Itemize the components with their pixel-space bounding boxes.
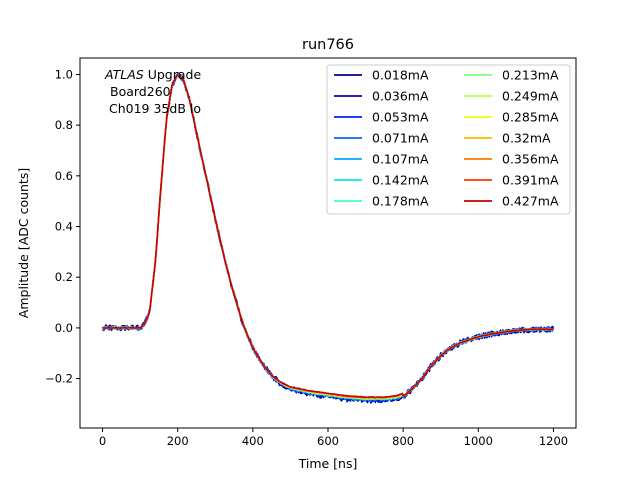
series-layer bbox=[101, 72, 555, 404]
x-tick-label: 0 bbox=[99, 434, 106, 448]
legend-label: 0.036mA bbox=[372, 89, 429, 104]
legend-label: 0.213mA bbox=[502, 68, 559, 83]
x-tick-label: 1200 bbox=[539, 434, 568, 448]
series-line bbox=[102, 73, 554, 399]
annotation-atlas: ATLAS bbox=[104, 67, 144, 82]
legend-label: 0.053mA bbox=[372, 110, 429, 125]
x-axis: 0 200 400 600 800 1000 1200 bbox=[99, 428, 568, 448]
legend-label: 0.142mA bbox=[372, 173, 429, 188]
annotation-line-2: Board260 bbox=[110, 84, 171, 99]
x-axis-label: Time [ns] bbox=[298, 456, 358, 471]
y-axis: −0.2 0.0 0.2 0.4 0.6 0.8 1.0 bbox=[45, 67, 80, 386]
x-tick-label: 400 bbox=[242, 434, 264, 448]
y-tick-label: 0.4 bbox=[55, 220, 73, 234]
y-axis-label: Amplitude [ADC counts] bbox=[16, 168, 31, 318]
legend-label: 0.018mA bbox=[372, 68, 429, 83]
y-tick-label: 0.0 bbox=[55, 321, 73, 335]
annotation-upgrade: Upgrade bbox=[144, 67, 202, 82]
atlas-annotation: ATLAS Upgrade Board260 Ch019 35dB lo bbox=[104, 67, 201, 116]
legend-label: 0.249mA bbox=[502, 89, 559, 104]
x-tick-label: 600 bbox=[317, 434, 339, 448]
chart-title: run766 bbox=[302, 37, 354, 53]
annotation-line-3: Ch019 35dB lo bbox=[109, 101, 201, 116]
legend-label: 0.356mA bbox=[502, 152, 559, 167]
y-tick-label: 0.6 bbox=[55, 169, 73, 183]
y-tick-label: −0.2 bbox=[45, 372, 73, 386]
x-tick-label: 800 bbox=[392, 434, 414, 448]
legend-label: 0.427mA bbox=[502, 194, 559, 209]
legend-label: 0.285mA bbox=[502, 110, 559, 125]
legend-label: 0.107mA bbox=[372, 152, 429, 167]
y-tick-label: 1.0 bbox=[55, 67, 73, 81]
x-tick-label: 1000 bbox=[464, 434, 493, 448]
x-tick-label: 200 bbox=[167, 434, 189, 448]
legend-box bbox=[326, 64, 571, 215]
y-tick-label: 0.8 bbox=[55, 118, 73, 132]
legend-label: 0.391mA bbox=[502, 173, 559, 188]
legend: 0.018mA 0.036mA 0.053mA 0.071mA 0.107mA 0.142… bbox=[326, 64, 571, 215]
legend-label: 0.071mA bbox=[372, 131, 429, 146]
y-tick-label: 0.2 bbox=[55, 270, 73, 284]
legend-label: 0.32mA bbox=[502, 131, 551, 146]
annotation-line-1: ATLAS Upgrade bbox=[104, 67, 201, 82]
legend-label: 0.178mA bbox=[372, 194, 429, 209]
